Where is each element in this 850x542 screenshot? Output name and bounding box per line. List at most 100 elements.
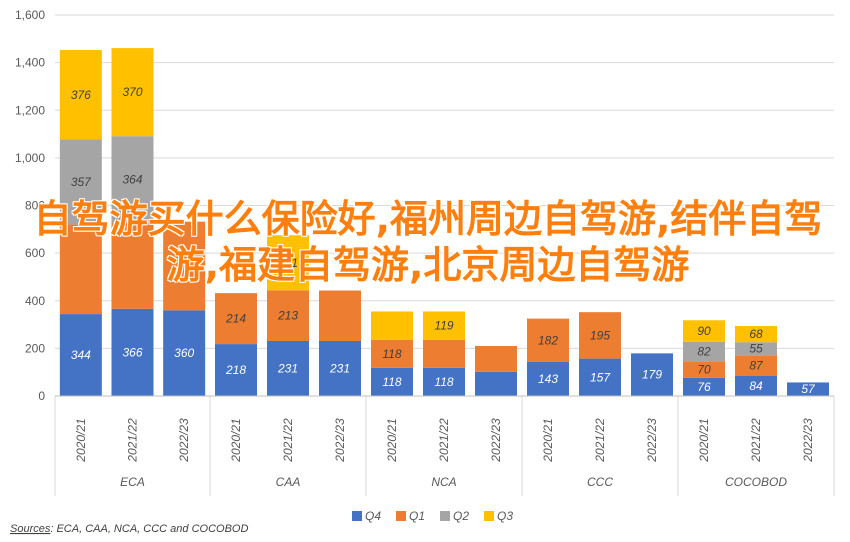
x-group-label: ECA	[120, 475, 145, 489]
bar-q4	[683, 377, 725, 396]
bar-q4	[59, 314, 102, 396]
data-label: 344	[71, 348, 91, 362]
bar-q1	[267, 290, 309, 341]
bar-q2	[683, 341, 725, 362]
bar-q1	[59, 224, 102, 315]
data-label: 68	[749, 327, 763, 341]
bar-q2	[735, 342, 777, 356]
data-label: 118	[382, 375, 401, 389]
y-tick-label: 600	[25, 246, 45, 260]
legend-label: Q4	[365, 509, 381, 523]
bar-q4	[215, 344, 257, 396]
data-label: 360	[174, 346, 194, 360]
bar-q3	[111, 48, 154, 137]
x-tick-label: 2020/21	[697, 418, 711, 462]
x-group-label: CCC	[587, 475, 613, 489]
bar-q1	[163, 221, 206, 311]
legend-swatch-q1	[396, 511, 406, 521]
bar-q3	[735, 325, 777, 343]
bar-q4	[371, 367, 413, 396]
bar-q4	[579, 358, 621, 396]
bar-q4	[111, 308, 154, 396]
y-tick-label: 800	[25, 199, 45, 213]
y-tick-label: 1,400	[15, 56, 45, 70]
data-label: 90	[697, 324, 711, 338]
data-label: 195	[590, 328, 610, 342]
y-tick-label: 400	[25, 294, 45, 308]
legend-label: Q3	[497, 509, 513, 523]
bar-q4	[475, 371, 517, 396]
bar-q2	[59, 139, 102, 225]
legend-swatch-q4	[352, 511, 362, 521]
data-label: 182	[538, 333, 558, 347]
data-label: 157	[590, 370, 611, 384]
bar-q4	[319, 340, 361, 396]
source-prefix: Sources	[10, 523, 51, 535]
bar-q3	[371, 311, 413, 340]
data-label: 84	[749, 379, 763, 393]
bar-q1	[215, 293, 257, 345]
legend-swatch-q3	[484, 511, 494, 521]
y-tick-label: 1,200	[15, 103, 45, 117]
data-label: 55	[749, 342, 763, 356]
bar-q1	[319, 290, 361, 341]
x-group-label: COCOBOD	[725, 475, 787, 489]
data-label: 118	[434, 375, 453, 389]
x-tick-label: 2022/23	[177, 418, 191, 463]
legend-label: Q1	[409, 509, 425, 523]
bar-q3	[683, 320, 725, 342]
data-label: 76	[697, 380, 711, 394]
bar-q1	[371, 339, 413, 368]
bar-q4	[527, 361, 569, 396]
y-tick-label: 1,000	[15, 151, 45, 165]
bar-q1	[735, 355, 777, 376]
data-label: 87	[749, 359, 764, 373]
x-tick-label: 2020/21	[541, 418, 555, 462]
data-label: 119	[434, 319, 453, 333]
source-note: Sources: ECA, CAA, NCA, CCC and COCOBOD	[10, 523, 248, 535]
bar-q4	[787, 382, 829, 396]
data-label: 218	[225, 363, 246, 377]
data-label: 376	[71, 88, 91, 102]
data-label: 231	[277, 256, 298, 270]
x-tick-label: 2022/23	[801, 418, 815, 463]
x-tick-label: 2020/21	[74, 418, 88, 462]
bar-q1	[423, 339, 465, 368]
data-label: 118	[382, 347, 401, 361]
bar-q1	[475, 345, 517, 372]
data-label: 214	[225, 312, 246, 326]
data-label: 370	[122, 85, 142, 99]
data-label: 231	[277, 361, 298, 375]
data-label: 70	[697, 363, 711, 377]
bar-q1	[111, 222, 154, 309]
x-tick-label: 2022/23	[645, 418, 659, 463]
bar-q2	[111, 136, 154, 223]
x-group-label: NCA	[431, 475, 456, 489]
data-label: 357	[71, 175, 92, 189]
bar-q1	[683, 361, 725, 378]
bar-q3	[423, 311, 465, 340]
y-tick-label: 1,600	[15, 8, 45, 22]
legend-label: Q2	[453, 509, 469, 523]
bar-q4	[423, 367, 465, 396]
bar-q4	[631, 353, 673, 396]
data-label: 366	[122, 345, 142, 359]
bar-q4	[163, 310, 206, 396]
bar-q3	[267, 235, 309, 291]
data-label: 179	[642, 368, 662, 382]
data-label: 57	[801, 382, 816, 396]
bar-q4	[735, 375, 777, 396]
x-group-label: CAA	[276, 475, 301, 489]
x-tick-label: 2021/22	[749, 418, 763, 463]
data-label: 364	[122, 173, 142, 187]
x-tick-label: 2021/22	[281, 418, 295, 463]
x-tick-label: 2021/22	[593, 418, 607, 463]
legend-swatch-q2	[440, 511, 450, 521]
x-tick-label: 2022/23	[333, 418, 347, 463]
bar-q1	[527, 318, 569, 362]
bar-q4	[267, 340, 309, 396]
data-label: 231	[329, 361, 350, 375]
x-tick-label: 2022/23	[489, 418, 503, 463]
